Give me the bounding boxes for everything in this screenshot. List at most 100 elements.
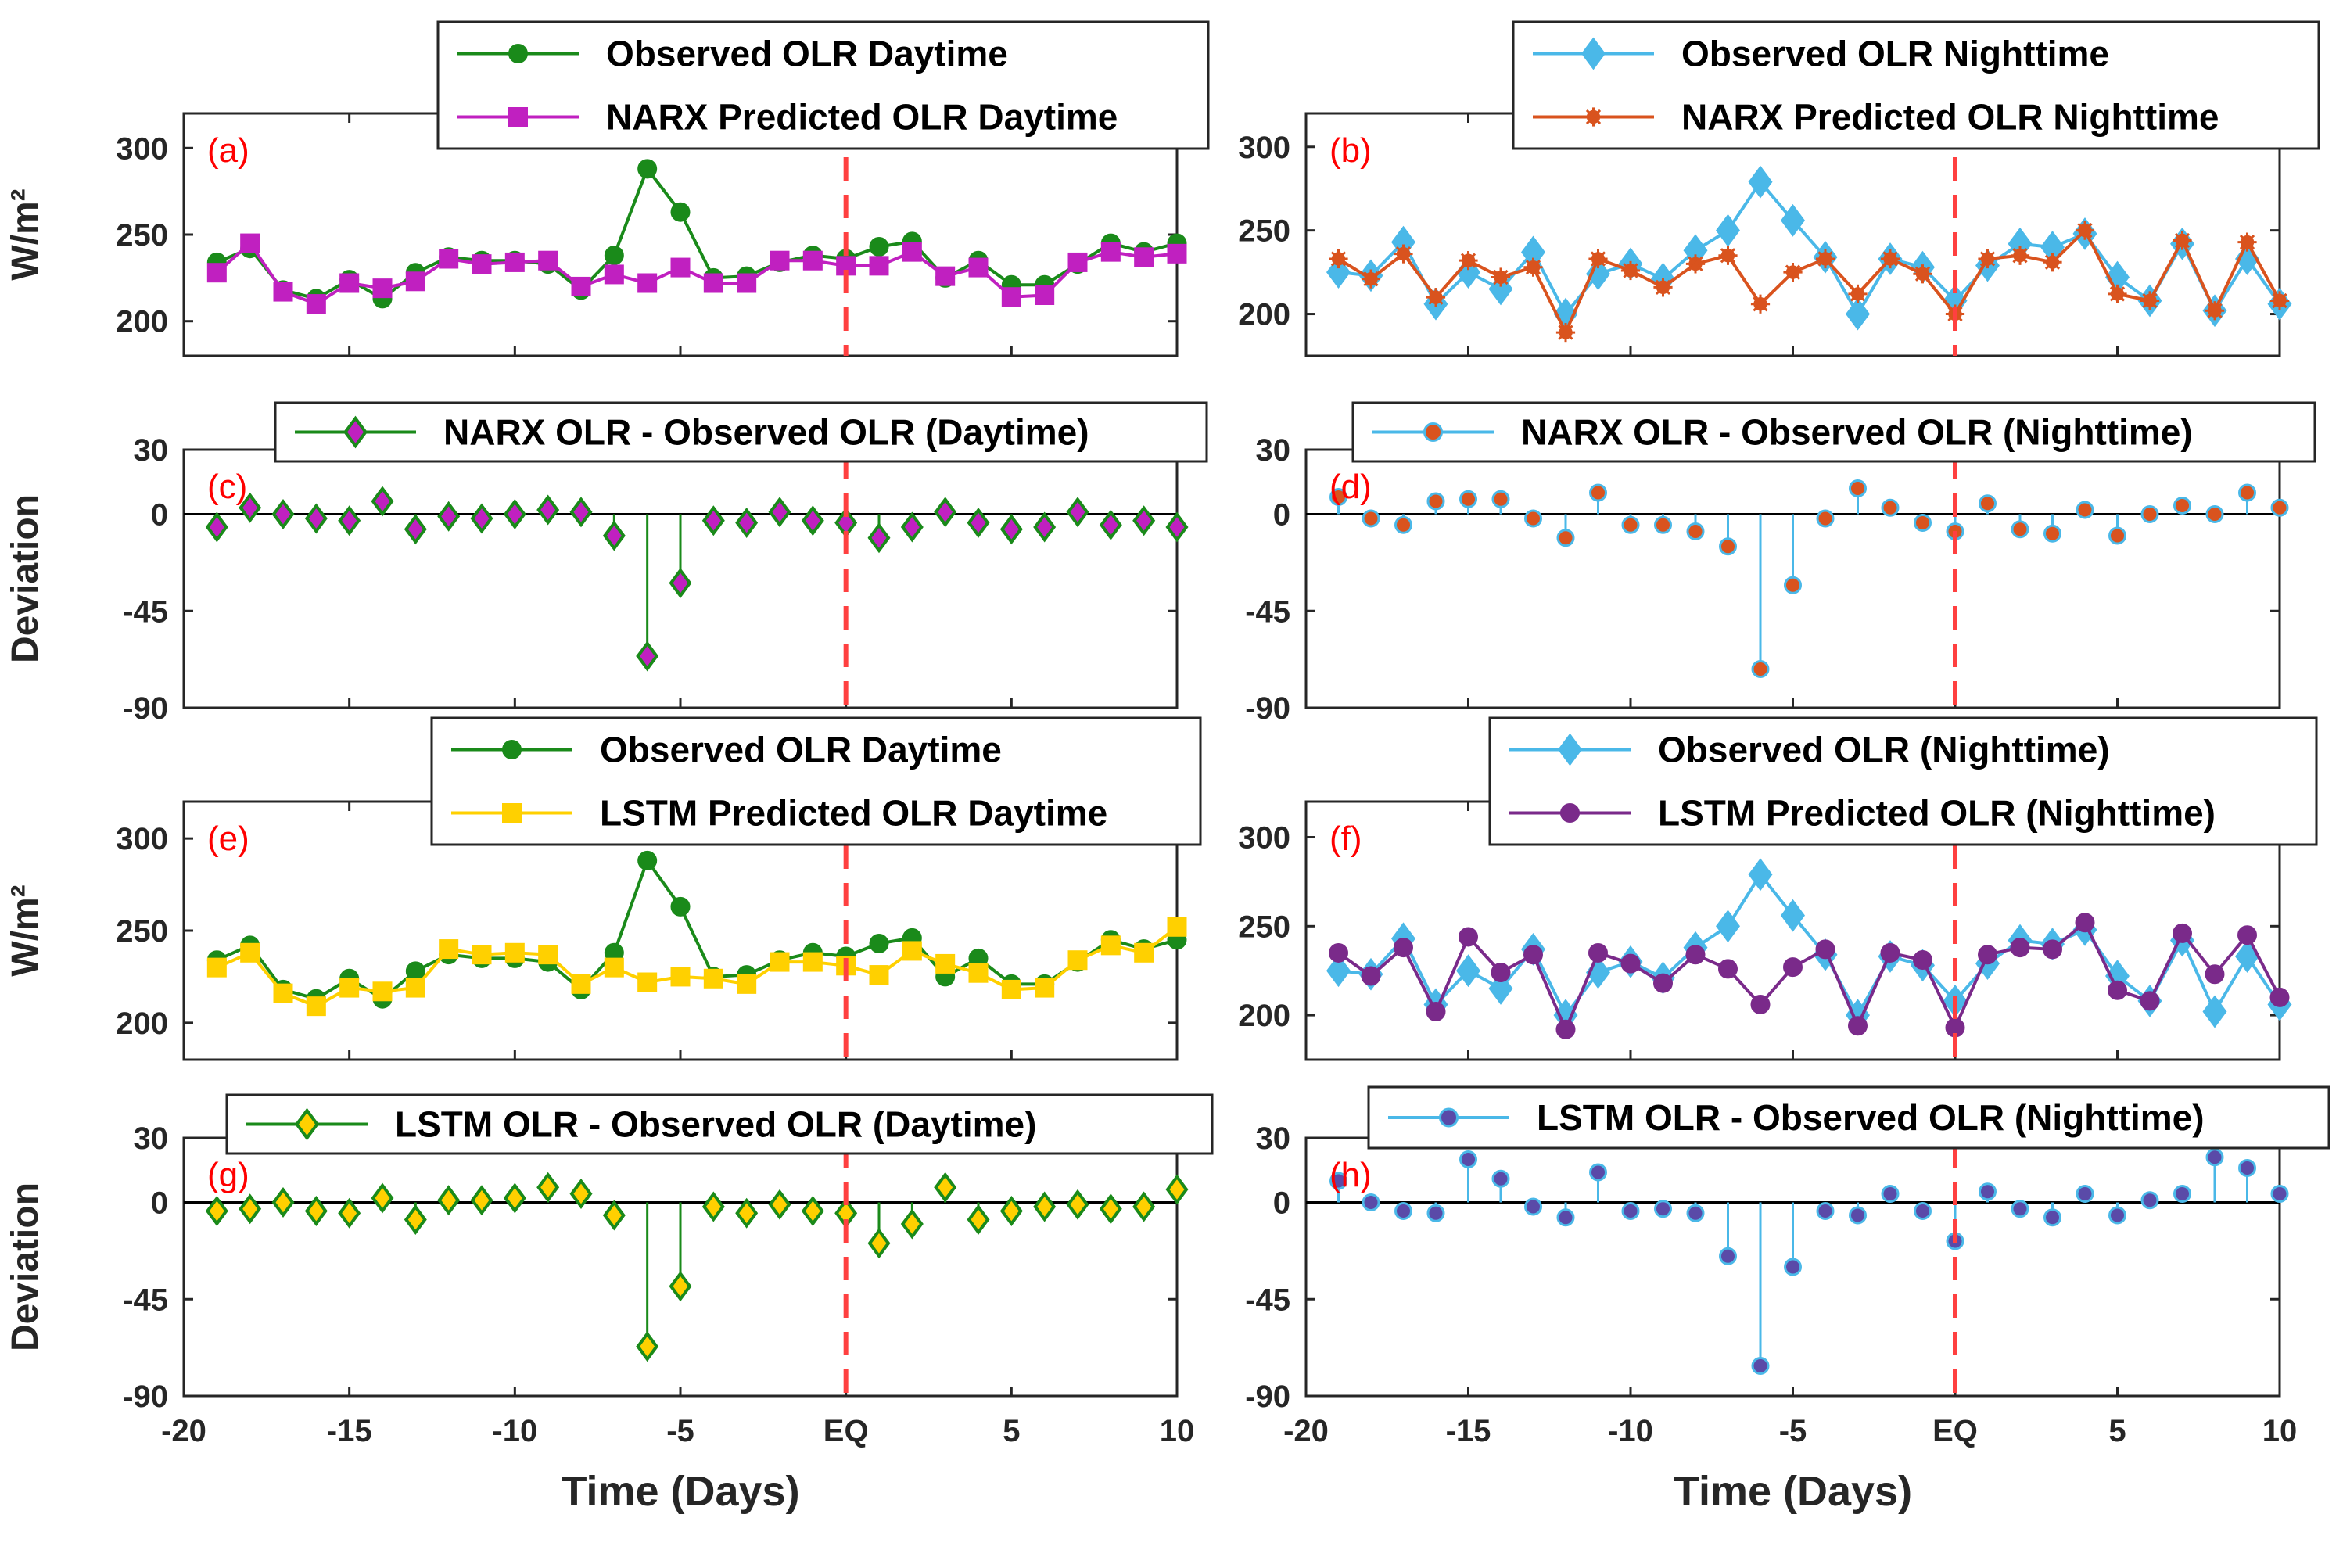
legend-label-h-0: LSTM OLR - Observed OLR (Nighttime) xyxy=(1537,1097,2205,1138)
point-f-1-8 xyxy=(1588,942,1608,963)
legend-d: NARX OLR - Observed OLR (Nighttime) xyxy=(1351,401,2316,463)
point-e-1-6 xyxy=(405,978,425,998)
stem-head-d-6 xyxy=(1524,509,1542,528)
point-a-1-26 xyxy=(1067,252,1088,272)
stem-head-d-9 xyxy=(1621,515,1640,534)
point-a-1-22 xyxy=(935,266,956,286)
y-tick-label-c-1: 0 xyxy=(151,498,168,533)
point-a-1-0 xyxy=(206,263,227,283)
y-tick-label-a-2: 200 xyxy=(116,305,168,339)
stem-head-h-11 xyxy=(1686,1204,1705,1222)
x-tick-label-g-5: 5 xyxy=(1003,1414,1020,1448)
y-tick-label-d-3: -90 xyxy=(1245,691,1290,726)
series-d-0 xyxy=(1329,479,2289,678)
point-b-1-5-rays xyxy=(1491,267,1511,287)
point-e-1-7 xyxy=(439,939,459,960)
stem-head-d-21 xyxy=(2011,520,2029,539)
legend-label-g-0: LSTM OLR - Observed OLR (Daytime) xyxy=(395,1104,1036,1145)
stem-head-d-4 xyxy=(1459,490,1477,508)
stem-head-g-22 xyxy=(934,1172,957,1203)
legend-marker-f-0 xyxy=(1558,733,1582,766)
stem-head-h-3 xyxy=(1426,1204,1445,1222)
stem-head-d-25 xyxy=(2140,505,2159,523)
stem-head-g-23 xyxy=(967,1204,990,1236)
panel-b: 300 250 200 (b) Observed OLR Nighttime NARX P… xyxy=(1238,20,2320,357)
y-tick-label-a-0: 300 xyxy=(116,131,168,166)
stem-head-h-23 xyxy=(2076,1185,2094,1203)
point-f-1-4 xyxy=(1459,927,1478,947)
panel-label-g: (g) xyxy=(207,1156,249,1194)
legend-marker-a-1 xyxy=(508,107,528,127)
point-e-1-17 xyxy=(770,952,790,972)
stem-head-d-14 xyxy=(1784,576,1802,594)
point-f-1-13 xyxy=(1750,994,1771,1014)
stem-head-g-11 xyxy=(569,1178,593,1210)
legend-box-e xyxy=(430,716,1202,846)
stem-head-g-4 xyxy=(338,1197,361,1229)
stem-head-d-5 xyxy=(1491,490,1510,508)
legend-label-a-1: NARX Predicted OLR Daytime xyxy=(606,97,1118,138)
y-tick-label-c-3: -90 xyxy=(123,691,168,726)
point-e-1-1 xyxy=(240,942,260,963)
point-b-0-14 xyxy=(1781,203,1805,237)
point-b-1-0-rays xyxy=(1329,249,1348,269)
stem-head-h-27 xyxy=(2205,1148,2224,1167)
x-tick-label-h-5: 5 xyxy=(2108,1414,2126,1448)
point-b-1-8-rays xyxy=(1588,249,1608,269)
legend-box-g xyxy=(225,1093,1214,1155)
panel-h: 30 0 -45 -90-20 -15 -10 -5 EQ 5 10 Time (Days) (h) L… xyxy=(1245,1085,2330,1515)
legend-box-d xyxy=(1351,401,2316,463)
stem-head-c-0 xyxy=(205,511,228,543)
point-b-1-20-rays xyxy=(1978,249,1997,269)
point-a-1-14 xyxy=(670,257,691,278)
stem-head-c-10 xyxy=(536,494,560,526)
stem-head-c-23 xyxy=(967,507,990,539)
point-a-1-5 xyxy=(372,278,393,299)
point-f-1-22 xyxy=(2043,939,2062,960)
stem-head-g-10 xyxy=(536,1172,560,1203)
stem-head-d-10 xyxy=(1654,515,1672,534)
stem-head-h-6 xyxy=(1524,1197,1542,1216)
point-e-1-2 xyxy=(273,983,293,1003)
stem-head-d-8 xyxy=(1589,483,1607,502)
stem-head-c-2 xyxy=(271,498,295,530)
stem-head-h-1 xyxy=(1362,1193,1380,1211)
x-tick-label-h-4: EQ xyxy=(1932,1414,1978,1448)
stem-head-h-26 xyxy=(2173,1185,2191,1203)
stem-head-c-15 xyxy=(701,505,725,536)
legend-label-e-1: LSTM Predicted OLR Daytime xyxy=(600,793,1107,834)
y-tick-label-b-0: 300 xyxy=(1238,131,1290,165)
point-a-1-24 xyxy=(1001,287,1021,307)
stem-head-c-13 xyxy=(636,640,659,672)
stem-head-c-6 xyxy=(404,514,427,545)
point-b-0-13 xyxy=(1748,165,1773,199)
point-f-0-27 xyxy=(2202,995,2227,1028)
stem-head-h-10 xyxy=(1654,1200,1672,1218)
stem-head-g-7 xyxy=(437,1185,461,1216)
stem-head-h-28 xyxy=(2238,1159,2256,1177)
y-tick-label-b-2: 200 xyxy=(1238,298,1290,332)
point-a-0-20 xyxy=(869,237,889,257)
y-tick-label-e-1: 250 xyxy=(116,914,168,949)
stem-head-g-27 xyxy=(1099,1193,1122,1225)
point-e-1-8 xyxy=(472,945,492,965)
x-tick-label-h-3: -5 xyxy=(1779,1414,1807,1448)
legend-e: Observed OLR Daytime LSTM Predicted OLR D… xyxy=(430,716,1202,846)
point-b-1-12-rays xyxy=(1718,246,1738,265)
point-e-0-6 xyxy=(405,961,425,981)
point-a-1-6 xyxy=(405,271,425,292)
point-f-0-14 xyxy=(1781,899,1805,932)
point-a-1-20 xyxy=(869,256,889,276)
x-tick-label-g-0: -20 xyxy=(161,1414,206,1448)
stem-head-d-18 xyxy=(1914,514,1932,532)
point-f-1-24 xyxy=(2108,980,2127,1000)
stem-head-g-0 xyxy=(205,1195,228,1227)
stem-head-g-14 xyxy=(669,1271,692,1302)
y-tick-label-e-0: 300 xyxy=(116,822,168,856)
stem-head-c-29 xyxy=(1165,511,1189,543)
point-f-1-17 xyxy=(1880,942,1900,963)
legend-f: Observed OLR (Nighttime) LSTM Predicted O… xyxy=(1488,716,2318,846)
point-f-1-20 xyxy=(1978,945,1997,965)
y-tick-label-g-1: 0 xyxy=(151,1186,168,1221)
point-f-0-28 xyxy=(2235,940,2259,973)
